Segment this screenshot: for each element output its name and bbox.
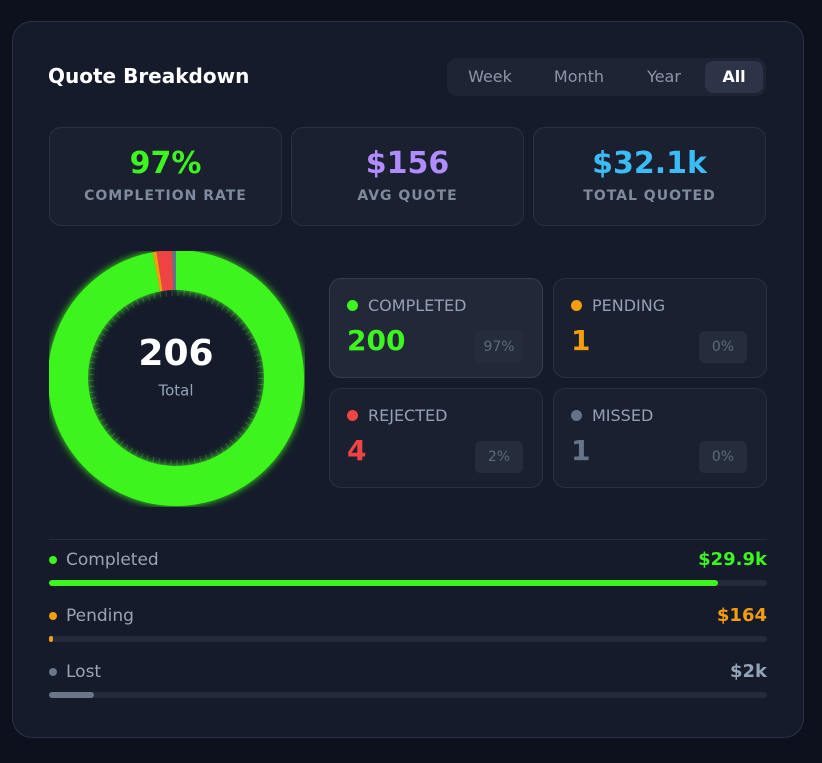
summary-value: $156 (365, 146, 450, 181)
status-count: 200 (347, 324, 406, 357)
status-percent: 0% (699, 441, 747, 473)
summary-card (49, 127, 282, 226)
donut-total-label: Total (157, 382, 193, 400)
donut-total: 206 (138, 333, 213, 374)
amount-label: Lost (66, 662, 102, 682)
status-count: 1 (571, 434, 591, 467)
status-dot (347, 410, 358, 421)
summary-value: 97% (129, 146, 202, 181)
amount-label: Pending (66, 606, 134, 626)
status-label: REJECTED (368, 406, 448, 425)
tab[interactable]: Week (468, 67, 512, 86)
status-label: PENDING (592, 296, 666, 315)
divider (49, 539, 767, 540)
amount-value: $2k (729, 661, 767, 682)
amount-dot (49, 556, 57, 564)
card-title: Quote Breakdown (48, 64, 250, 88)
donut-segment (152, 251, 163, 292)
tab[interactable]: All (705, 61, 763, 93)
summary-value: $32.1k (592, 146, 707, 181)
status-percent: 0% (699, 331, 747, 363)
status-label: COMPLETED (368, 296, 467, 315)
donut-ticks (88, 290, 264, 466)
amount-bar (49, 580, 718, 586)
amount-dot (49, 612, 57, 620)
amount-dot (49, 668, 57, 676)
status-percent: 97% (475, 331, 523, 363)
amount-value: $164 (716, 605, 767, 626)
amount-track (49, 636, 767, 642)
tab[interactable]: Month (553, 67, 605, 86)
amount-bar (49, 692, 94, 698)
summary-card (291, 127, 524, 226)
amount-bar (49, 636, 53, 642)
summary-label: TOTAL QUOTED (583, 188, 716, 204)
status-dot (571, 300, 582, 311)
status-count: 4 (347, 434, 367, 467)
summary-label: COMPLETION RATE (84, 188, 247, 204)
tab[interactable]: Year (647, 67, 681, 86)
donut-segment (156, 251, 174, 292)
status-dot (347, 300, 358, 311)
status-count: 1 (571, 324, 591, 357)
status-label: MISSED (592, 406, 654, 425)
amount-label: Completed (66, 550, 159, 570)
amount-value: $29.9k (698, 549, 767, 570)
status-percent: 2% (475, 441, 523, 473)
donut-segment (49, 251, 304, 506)
amount-track (49, 692, 767, 698)
status-dot (571, 410, 582, 421)
donut-chart: 206 Total (49, 251, 304, 506)
summary-card (533, 127, 766, 226)
summary-label: AVG QUOTE (357, 188, 458, 204)
